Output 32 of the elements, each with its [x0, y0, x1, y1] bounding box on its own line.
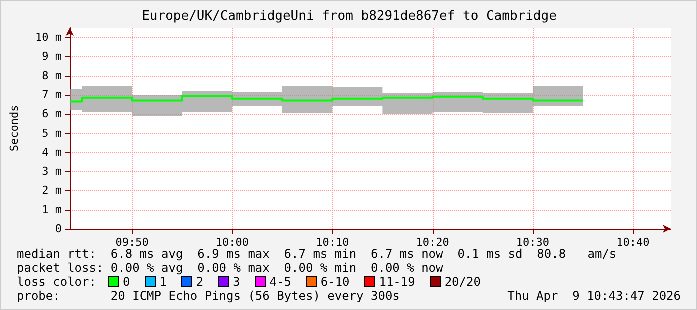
text: 20/20 — [444, 275, 481, 289]
text: 2 — [196, 275, 204, 289]
text: 11-19 — [379, 275, 416, 289]
y-tick-label: 8 m — [42, 69, 62, 82]
x-tick-label: 10:10 — [316, 236, 350, 249]
x-tick-label: 10:20 — [416, 236, 450, 249]
text: 0 — [123, 275, 130, 289]
x-tick-label: 09:50 — [116, 236, 149, 249]
text: median rtt: 6.8 ms avg 6.9 ms max 6.7 ms min 6.7 ms now 0.1 ms sd 80.8 am/s — [17, 247, 617, 261]
y-tick-label: 3 m — [42, 165, 62, 178]
y-tick-label: 1 m — [42, 203, 62, 216]
text: loss color: — [17, 275, 96, 289]
y-axis-title: Seconds — [8, 105, 21, 152]
text: 3 — [233, 275, 240, 289]
text: 1 — [160, 275, 167, 289]
y-tick-label: 10 m — [36, 31, 62, 44]
y-tick-label: 7 m — [42, 88, 62, 102]
x-tick-label: 10:00 — [216, 236, 250, 249]
y-tick-label: 0 — [55, 222, 62, 236]
text: 4-5 — [270, 275, 292, 289]
y-tick-label: 6 m — [42, 108, 62, 121]
text: probe: 20 ICMP Echo Pings (56 Bytes) every 300s — [17, 289, 400, 303]
chart-title: Europe/UK/CambridgeUni from b8291de867ef to Cambridge — [142, 9, 558, 24]
y-tick-label: 4 m — [42, 146, 62, 159]
text: 6-10 — [320, 275, 350, 289]
y-tick-label: 2 m — [42, 184, 62, 198]
x-tick-label: 10:40 — [616, 236, 650, 249]
x-tick-label: 10:30 — [516, 236, 550, 249]
y-tick-label: 5 m — [42, 126, 62, 140]
text: packet loss: 0.00 % avg 0.00 % max 0.00 % min 0.00 % now — [17, 261, 444, 275]
text: Thu Apr 9 10:43:47 2026 — [508, 289, 681, 303]
y-tick-label: 9 m — [42, 50, 62, 64]
